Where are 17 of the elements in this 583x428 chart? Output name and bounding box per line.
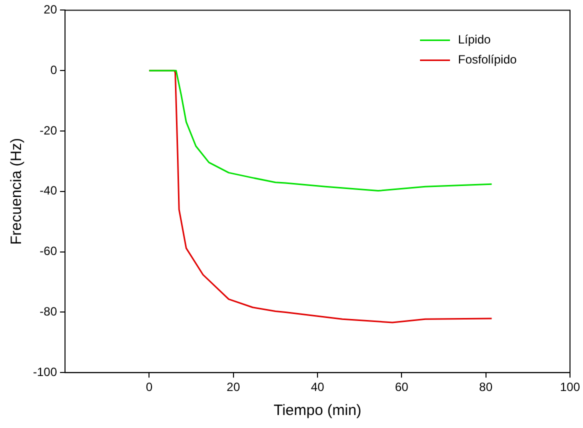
x-tick-label: 40 — [310, 380, 324, 394]
y-tick-label: 0 — [50, 62, 58, 77]
y-tick-label: -20 — [40, 123, 58, 138]
x-tick-label: 100 — [560, 380, 580, 394]
y-axis-title: Frecuencia (Hz) — [8, 138, 26, 245]
y-tick-label: -60 — [40, 244, 58, 258]
x-tick-label: 20 — [226, 380, 240, 394]
y-tick-label: -40 — [40, 184, 58, 198]
y-tick-label: 20 — [44, 2, 58, 17]
x-tick-label: 60 — [394, 380, 409, 394]
x-axis-title: Tiempo (min) — [274, 402, 362, 420]
x-tick-label: 0 — [146, 380, 153, 394]
x-tick-label: 80 — [479, 380, 493, 394]
legend-label: Lípido — [458, 32, 492, 47]
y-tick-label: -80 — [40, 304, 58, 319]
y-tick-label: -100 — [32, 364, 58, 379]
legend-label: Fosfolípido — [458, 52, 518, 67]
